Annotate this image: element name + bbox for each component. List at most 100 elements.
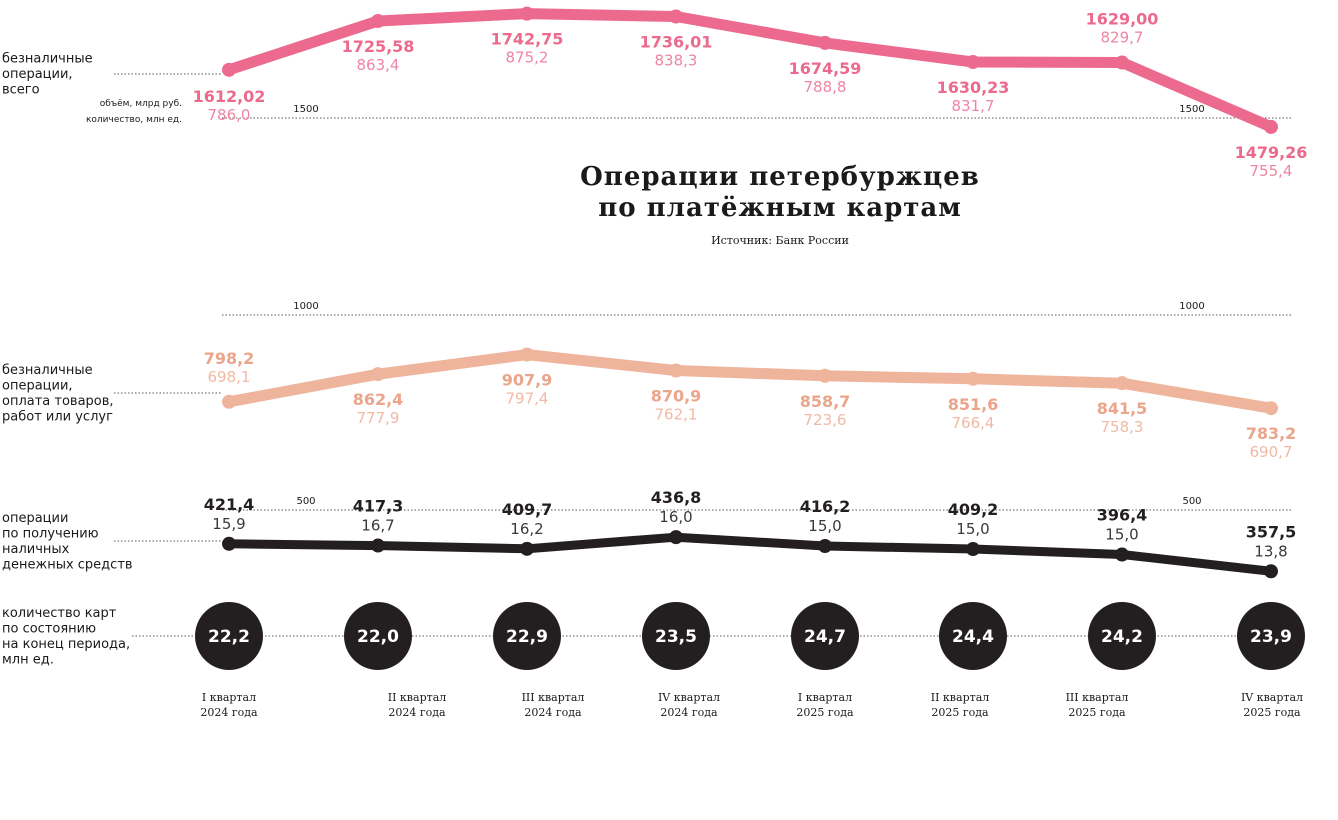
quarter-label: I квартал: [798, 691, 852, 704]
purchases-point: [669, 363, 683, 378]
cash-point: [520, 541, 534, 556]
cash-point: [222, 536, 236, 551]
total-count-label: 788,8: [804, 78, 847, 96]
cash-count-label: 15,0: [808, 517, 841, 535]
cards-series-label-line: количество карт: [2, 606, 117, 621]
total-series-label-line: всего: [2, 83, 40, 98]
card-count-label: 23,9: [1250, 627, 1292, 647]
purchases-scale-label-right: 1000: [1179, 301, 1204, 312]
purchases-point: [371, 367, 385, 382]
card-count-circle: [493, 602, 561, 670]
chart-source: Источник: Банк России: [711, 234, 849, 247]
quarter-label: I квартал: [202, 691, 256, 704]
cash-volume-label: 357,5: [1246, 522, 1297, 541]
cash-count-label: 16,2: [510, 520, 543, 538]
series-lines: [222, 6, 1278, 579]
legend-count-unit: количество, млн ед.: [86, 115, 182, 125]
cash-point: [1264, 564, 1278, 579]
total-point: [1115, 55, 1129, 70]
legend-volume-unit: объём, млрд руб.: [100, 99, 182, 109]
cash-count-label: 15,0: [1105, 526, 1138, 544]
year-label: 2024 года: [200, 706, 258, 719]
total-count-label: 875,2: [506, 49, 549, 67]
purchases-point: [1264, 401, 1278, 416]
purchases-count-label: 777,9: [357, 409, 400, 427]
year-label: 2025 года: [1243, 706, 1301, 719]
cash-count-label: 15,0: [956, 520, 989, 538]
card-count-label: 23,5: [655, 627, 697, 647]
purchases-point: [966, 371, 980, 386]
year-label: 2024 года: [388, 706, 446, 719]
cash-count-label: 15,9: [212, 515, 245, 533]
cards-series-label-line: по состоянию: [2, 621, 96, 636]
year-label: 2025 года: [931, 706, 989, 719]
purchases-volume-label: 858,7: [800, 392, 851, 411]
year-label: 2025 года: [796, 706, 854, 719]
cash-scale-label-left: 500: [296, 496, 315, 507]
quarter-label: II квартал: [931, 691, 990, 704]
cash-count-label: 16,7: [361, 517, 394, 535]
total-point: [818, 35, 832, 50]
purchases-point: [818, 368, 832, 383]
card-count-circle: [642, 602, 710, 670]
purchases-series-label-line: операции,: [2, 378, 73, 393]
total-volume-label: 1630,23: [937, 78, 1010, 97]
cash-series-label-line: наличных: [2, 542, 70, 557]
total-volume-label: 1742,75: [491, 30, 564, 49]
total-point: [222, 62, 236, 77]
card-count-circle: [791, 602, 859, 670]
total-series-label-line: операции,: [2, 67, 73, 82]
purchases-point: [520, 347, 534, 362]
purchases-count-label: 758,3: [1101, 418, 1144, 436]
purchases-series-label-line: работ или услуг: [2, 409, 113, 424]
cash-series-label-line: денежных средств: [2, 557, 133, 572]
chart-title-line-2: по платёжным картам: [598, 193, 962, 223]
purchases-volume-label: 870,9: [651, 387, 702, 406]
total-scale-label-left: 1500: [293, 104, 318, 115]
total-volume-label: 1612,02: [193, 87, 266, 106]
quarter-label: III квартал: [522, 691, 585, 704]
cash-point: [818, 539, 832, 554]
total-point: [966, 55, 980, 70]
purchases-point: [222, 394, 236, 409]
cash-series-label-line: по получению: [2, 526, 99, 541]
total-count-label: 838,3: [655, 52, 698, 70]
cash-volume-label: 421,4: [204, 495, 255, 514]
cash-volume-label: 417,3: [353, 497, 404, 516]
total-scale-label-right: 1500: [1179, 104, 1204, 115]
total-volume-label: 1629,00: [1086, 10, 1159, 29]
cash-volume-label: 409,7: [502, 500, 553, 519]
total-point: [371, 14, 385, 29]
cash-volume-label: 416,2: [800, 497, 851, 516]
total-count-label: 755,4: [1250, 162, 1293, 180]
chart-title-line-1: Операции петербуржцев: [580, 162, 980, 192]
total-point: [520, 6, 534, 21]
purchases-volume-label: 841,5: [1097, 399, 1148, 418]
purchases-series-line: [223, 349, 1277, 414]
card-count-circle: [1088, 602, 1156, 670]
cash-count-label: 16,0: [659, 508, 692, 526]
purchases-series-label-line: безналичные: [2, 363, 93, 378]
cash-point: [966, 542, 980, 557]
cash-scale-label-right: 500: [1182, 496, 1201, 507]
total-volume-label: 1725,58: [342, 37, 415, 56]
card-count-circle: [1237, 602, 1305, 670]
purchases-volume-label: 798,2: [204, 349, 255, 368]
purchases-point: [1115, 376, 1129, 391]
year-label: 2024 года: [660, 706, 718, 719]
card-count-circle: [195, 602, 263, 670]
year-label: 2024 года: [524, 706, 582, 719]
purchases-scale-label-left: 1000: [293, 301, 318, 312]
total-volume-label: 1736,01: [640, 33, 713, 52]
total-point: [669, 9, 683, 24]
purchases-count-label: 797,4: [506, 390, 549, 408]
quarter-axis: I квартал 2024 года II квартал 2024 года III…: [200, 691, 1303, 719]
purchases-volume-label: 907,9: [502, 371, 553, 390]
total-point: [1264, 119, 1278, 134]
cash-point: [1115, 547, 1129, 562]
total-count-label: 831,7: [952, 97, 995, 115]
cash-volume-label: 396,4: [1097, 506, 1148, 525]
card-count-label: 22,2: [208, 627, 250, 647]
